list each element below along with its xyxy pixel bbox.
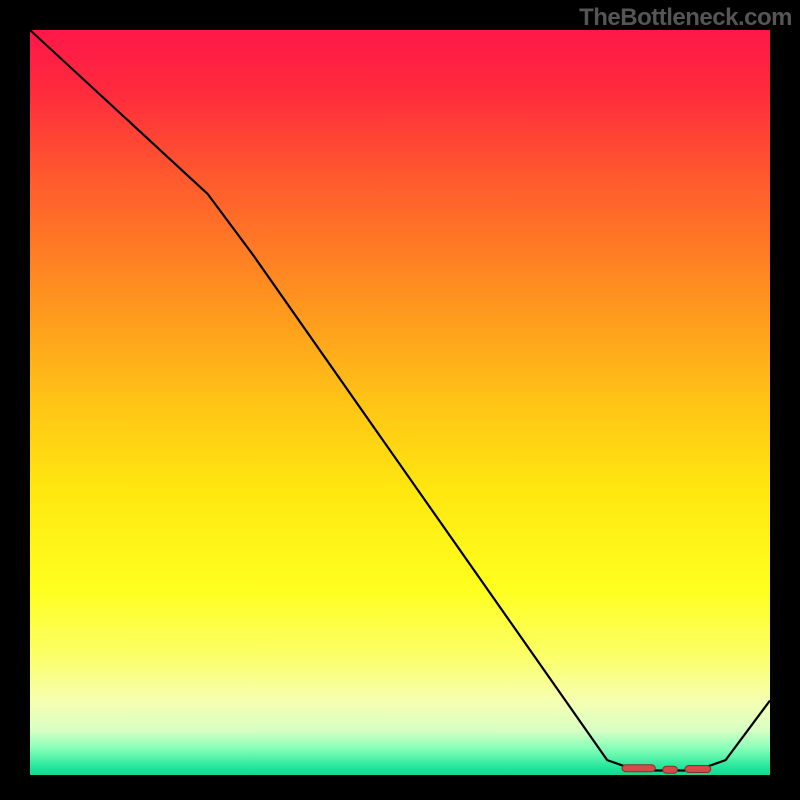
chart-container: TheBottleneck.com: [0, 0, 800, 800]
marker-cluster-2: [685, 766, 711, 773]
marker-cluster-0: [622, 765, 655, 772]
watermark-text: TheBottleneck.com: [579, 4, 792, 32]
marker-cluster-1: [663, 766, 678, 773]
chart-svg: [0, 0, 800, 800]
